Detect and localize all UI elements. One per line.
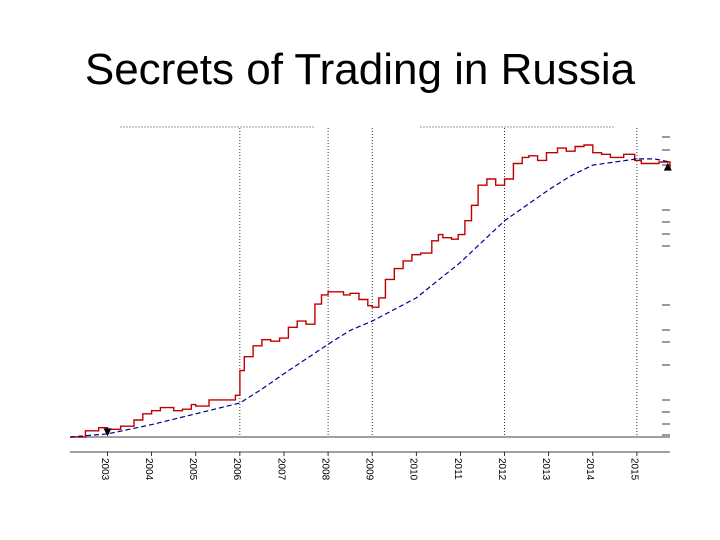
x-tick-label-5: 2008: [319, 458, 330, 481]
right-axis-ticks: [662, 136, 670, 436]
x-tick-label-0: 2003: [99, 458, 110, 481]
x-tick-label-10: 2013: [540, 458, 551, 481]
x-tick-label-6: 2009: [364, 458, 375, 481]
x-tick-label-9: 2012: [496, 458, 507, 481]
x-tick-label-11: 2014: [584, 458, 595, 481]
series-line-1: [69, 158, 671, 438]
slide-title: Secrets of Trading in Russia: [84, 45, 636, 94]
x-axis: 2003 2004 2005 2006 2007 2008 2009 2010 2011 2012…: [99, 452, 639, 481]
marker-exit: [663, 162, 672, 171]
x-tick-label-8: 2011: [452, 458, 463, 480]
marker-layer: [103, 162, 672, 437]
x-tick-label-4: 2007: [275, 458, 286, 481]
series-layer: [69, 144, 671, 438]
x-tick-label-12: 2015: [628, 458, 639, 481]
series-line-0: [70, 144, 671, 438]
marker-entry: [103, 428, 112, 437]
x-tick-label-2: 2005: [187, 458, 198, 481]
reference-lines: [239, 128, 638, 437]
x-tick-label-1: 2004: [143, 458, 154, 481]
x-tick-label-7: 2010: [408, 458, 419, 481]
x-tick-label-3: 2006: [231, 458, 242, 481]
plot-frame: [70, 126, 670, 453]
